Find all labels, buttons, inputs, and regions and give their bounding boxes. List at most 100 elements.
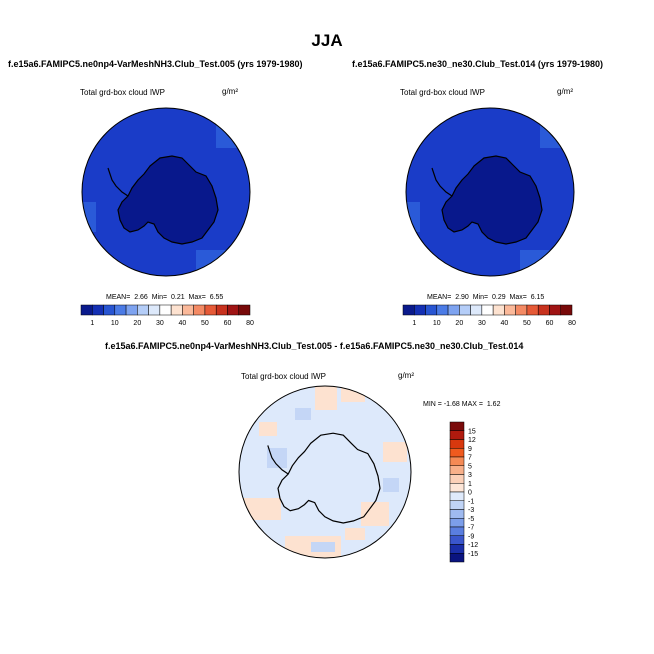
colorbar-swatch xyxy=(193,304,206,316)
colorbar-swatch xyxy=(449,465,465,475)
colorbar-swatch xyxy=(215,304,228,316)
panel2-max-label: Max= xyxy=(509,294,527,301)
panel2-max-value: 6.15 xyxy=(530,294,545,301)
coastline xyxy=(441,155,543,245)
colorbar-tick-label: -3 xyxy=(468,507,474,514)
panel1-map xyxy=(81,107,251,277)
colorbar-swatch xyxy=(449,491,465,501)
colorbar-tick-label: 50 xyxy=(201,320,209,327)
colorbar-swatch xyxy=(449,500,465,510)
colorbar-tick-label: 1 xyxy=(468,481,472,488)
map-border xyxy=(405,107,575,277)
negative-anomaly xyxy=(383,478,399,492)
panel3-min-value: -1.68 xyxy=(443,401,460,408)
colorbar-tick-label: -12 xyxy=(468,542,478,549)
figure-title: JJA xyxy=(311,31,343,50)
colorbar-swatch xyxy=(414,304,426,316)
panel1-max-value: 6.55 xyxy=(209,294,224,301)
negative-anomaly xyxy=(267,448,287,468)
colorbar-tick-label: 1 xyxy=(412,320,416,327)
colorbar-swatch xyxy=(227,304,239,316)
colorbar-swatch xyxy=(80,304,93,316)
colorbar-tick-label: 10 xyxy=(111,320,119,327)
colorbar-tick-label: 60 xyxy=(546,320,554,327)
negative-anomaly xyxy=(311,542,335,552)
colorbar-tick-label: -15 xyxy=(468,551,478,558)
colorbar-swatch xyxy=(103,304,116,316)
interior-field xyxy=(442,156,542,244)
colorbar-swatch xyxy=(447,304,460,316)
colorbar-swatch xyxy=(402,304,415,316)
coastline xyxy=(117,155,219,245)
panel3-units-label: g/m² xyxy=(398,371,414,380)
colorbar-tick-label: -5 xyxy=(468,516,474,523)
panel2-colorbar: 1 10 20 30 40 50 60 80 xyxy=(402,304,576,327)
map-border xyxy=(81,107,251,277)
colorbar-swatch xyxy=(560,304,573,316)
positive-anomaly xyxy=(341,388,365,402)
colorbar-tick-label: 5 xyxy=(468,463,472,470)
panel3-min-label: MIN = xyxy=(423,401,442,408)
colorbar-tick-label: 40 xyxy=(501,320,509,327)
panel1-stats: MEAN= 2.66 Min= 0.21 Max= 6.55 xyxy=(106,294,223,301)
panel2-units-label: g/m² xyxy=(557,87,573,96)
colorbar-swatch xyxy=(449,430,465,440)
interior-field xyxy=(118,156,218,244)
colorbar-tick-label: 15 xyxy=(468,428,476,435)
colorbar-tick-label: 30 xyxy=(156,320,164,327)
colorbar-swatch xyxy=(449,509,465,519)
colorbar-swatch xyxy=(182,304,194,316)
panel3-max-label: MAX = xyxy=(461,401,483,408)
colorbar-swatch xyxy=(492,304,505,316)
colorbar-tick-label: 9 xyxy=(468,446,472,453)
panel1-case-title: f.e15a6.FAMIPC5.ne0np4-VarMeshNH3.Club_T… xyxy=(8,59,303,69)
colorbar-tick-label: 20 xyxy=(455,320,463,327)
panel2-mean-label: MEAN= xyxy=(427,294,452,301)
peninsula-coastline xyxy=(431,167,453,197)
colorbar-swatch xyxy=(449,456,465,466)
colorbar-swatch xyxy=(449,483,465,493)
panel1-max-label: Max= xyxy=(188,294,206,301)
colorbar-tick-label: 20 xyxy=(133,320,141,327)
colorbar-tick-label: 7 xyxy=(468,455,472,462)
colorbar-swatch xyxy=(114,304,127,316)
colorbar-swatch xyxy=(449,474,465,484)
colorbar-tick-label: 40 xyxy=(179,320,187,327)
patch-field xyxy=(520,250,566,272)
panel3-max-value: 1.62 xyxy=(486,401,501,408)
colorbar-swatch xyxy=(159,304,172,316)
panel2-variable-label: Total grd-box cloud IWP xyxy=(400,88,485,97)
colorbar-tick-label: 30 xyxy=(478,320,486,327)
colorbar-swatch xyxy=(148,304,161,316)
panel1-mean-label: MEAN= xyxy=(106,294,131,301)
colorbar-swatch xyxy=(125,304,138,316)
colorbar-swatch xyxy=(425,304,438,316)
colorbar-swatch xyxy=(92,304,104,316)
colorbar-swatch xyxy=(449,535,465,545)
panel1-mean-value: 2.66 xyxy=(134,294,148,301)
negative-anomaly xyxy=(295,408,311,420)
coastline xyxy=(277,432,381,524)
colorbar-tick-label: 12 xyxy=(468,437,476,444)
colorbar-swatch xyxy=(204,304,217,316)
colorbar-swatch xyxy=(470,304,483,316)
panel2-mean-value: 2.90 xyxy=(455,294,469,301)
panel3-colorbar: 15 12 9 75 3 1 0-1 -3 -5 -7-9 -12 -15 xyxy=(449,421,478,563)
colorbar-swatch xyxy=(137,304,149,316)
patch-field xyxy=(196,250,242,272)
colorbar-tick-label: 60 xyxy=(224,320,232,327)
panel2-min-value: 0.29 xyxy=(491,294,506,301)
colorbar-swatch xyxy=(504,304,516,316)
colorbar-swatch xyxy=(449,526,465,536)
colorbar-swatch xyxy=(449,448,465,458)
patch-field xyxy=(82,202,96,232)
colorbar-swatch xyxy=(449,553,465,563)
colorbar-swatch xyxy=(459,304,471,316)
panel2-map xyxy=(405,107,575,277)
colorbar-tick-label: 1 xyxy=(90,320,94,327)
difference-field xyxy=(239,386,411,558)
panel1-variable-label: Total grd-box cloud IWP xyxy=(80,88,165,97)
colorbar-tick-label: 10 xyxy=(433,320,441,327)
colorbar-tick-label: -7 xyxy=(468,525,474,532)
